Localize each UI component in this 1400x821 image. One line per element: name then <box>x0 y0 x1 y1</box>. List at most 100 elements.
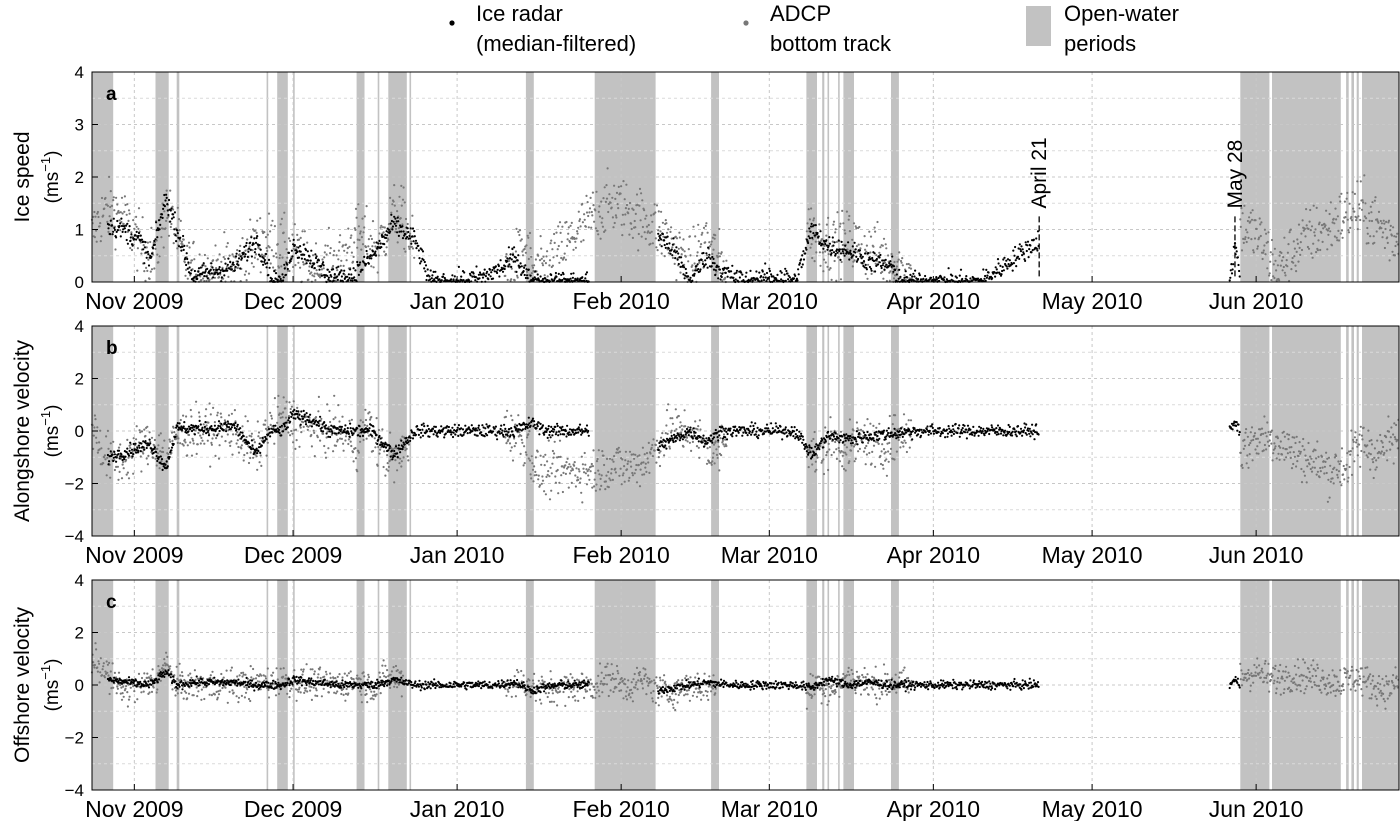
ice-radar-point <box>456 428 459 432</box>
ice-radar-point <box>308 419 311 422</box>
ice-radar-point <box>432 270 435 273</box>
adcp-point <box>858 447 862 450</box>
adcp-point <box>1356 228 1359 231</box>
adcp-point <box>882 237 886 240</box>
adcp-point <box>684 425 687 428</box>
adcp-point <box>1256 247 1259 250</box>
ice-radar-point <box>299 418 302 421</box>
adcp-point <box>613 455 616 458</box>
adcp-point <box>1354 431 1357 434</box>
adcp-point <box>1381 236 1384 239</box>
ice-radar-point <box>539 275 542 278</box>
ice-radar-point <box>1006 267 1009 270</box>
ice-radar-point <box>951 274 954 277</box>
adcp-point <box>643 473 646 476</box>
ice-radar-point <box>352 267 355 270</box>
ice-radar-point <box>283 425 286 428</box>
adcp-point <box>1285 448 1288 451</box>
adcp-point <box>332 418 335 421</box>
adcp-point <box>224 440 227 443</box>
adcp-point <box>806 222 809 225</box>
ice-radar-point <box>401 237 405 240</box>
ice-radar-point <box>443 436 446 439</box>
ice-radar-point <box>883 268 886 271</box>
adcp-point <box>614 214 618 217</box>
adcp-point <box>1309 208 1312 212</box>
adcp-point <box>351 451 355 454</box>
ice-radar-point <box>299 245 302 248</box>
ice-radar-point <box>889 263 893 266</box>
ice-radar-point <box>955 276 959 279</box>
adcp-point <box>540 247 543 250</box>
ice-radar-point <box>914 269 917 272</box>
adcp-point <box>665 409 669 412</box>
adcp-point <box>619 467 622 470</box>
ice-radar-point <box>570 272 573 275</box>
adcp-point <box>643 453 646 456</box>
ice-radar-point <box>226 269 229 272</box>
ice-radar-point <box>203 275 206 278</box>
adcp-point <box>236 266 239 270</box>
adcp-point <box>109 476 112 479</box>
panel-a-grid <box>92 72 1399 282</box>
adcp-point <box>1292 451 1295 454</box>
adcp-point <box>872 444 876 447</box>
adcp-point <box>665 231 669 234</box>
adcp-point <box>1295 465 1298 468</box>
adcp-point <box>807 208 810 211</box>
adcp-point <box>1282 430 1285 433</box>
ice-radar-point <box>393 449 396 453</box>
adcp-point <box>637 463 640 467</box>
adcp-point <box>678 231 681 234</box>
adcp-point <box>878 251 881 254</box>
adcp-point <box>536 450 539 453</box>
adcp-point <box>824 426 827 429</box>
ice-radar-point <box>318 419 321 422</box>
ice-radar-point <box>216 268 219 271</box>
adcp-point <box>857 450 860 453</box>
adcp-point <box>614 467 617 470</box>
open-water-period <box>891 72 899 282</box>
adcp-point <box>1364 202 1367 205</box>
adcp-point <box>603 230 606 233</box>
adcp-point <box>674 235 677 238</box>
adcp-point <box>1317 455 1320 458</box>
adcp-point <box>615 216 618 219</box>
adcp-point <box>1302 437 1305 441</box>
adcp-point <box>537 474 540 477</box>
adcp-point <box>147 258 150 261</box>
adcp-point <box>165 219 168 222</box>
adcp-point <box>179 418 182 422</box>
ice-radar-point <box>163 193 166 197</box>
ice-radar-point <box>436 275 439 278</box>
adcp-point <box>811 256 814 260</box>
adcp-point <box>1250 238 1253 241</box>
adcp-point <box>1319 470 1322 473</box>
adcp-point <box>832 220 836 223</box>
adcp-point <box>1356 445 1359 448</box>
adcp-point <box>245 435 248 439</box>
ice-radar-point <box>674 257 677 260</box>
adcp-point <box>365 205 368 208</box>
adcp-point <box>1281 269 1284 272</box>
adcp-point <box>668 445 671 448</box>
adcp-point <box>116 203 119 206</box>
adcp-point <box>694 420 697 423</box>
ice-radar-point <box>186 267 189 270</box>
ice-radar-point <box>155 450 158 454</box>
adcp-point <box>1342 221 1345 224</box>
adcp-point <box>864 463 867 466</box>
ice-radar-point <box>389 222 392 225</box>
ice-radar-point <box>1015 265 1018 268</box>
adcp-point <box>645 470 648 473</box>
adcp-point <box>1292 240 1295 243</box>
ice-radar-point <box>515 270 518 273</box>
ice-radar-point <box>696 263 699 266</box>
ice-radar-point <box>359 435 362 438</box>
adcp-point <box>337 404 340 407</box>
adcp-point <box>184 274 187 277</box>
adcp-point <box>284 407 287 410</box>
ice-radar-point <box>281 273 284 276</box>
adcp-point <box>546 250 549 253</box>
adcp-point <box>334 416 337 419</box>
